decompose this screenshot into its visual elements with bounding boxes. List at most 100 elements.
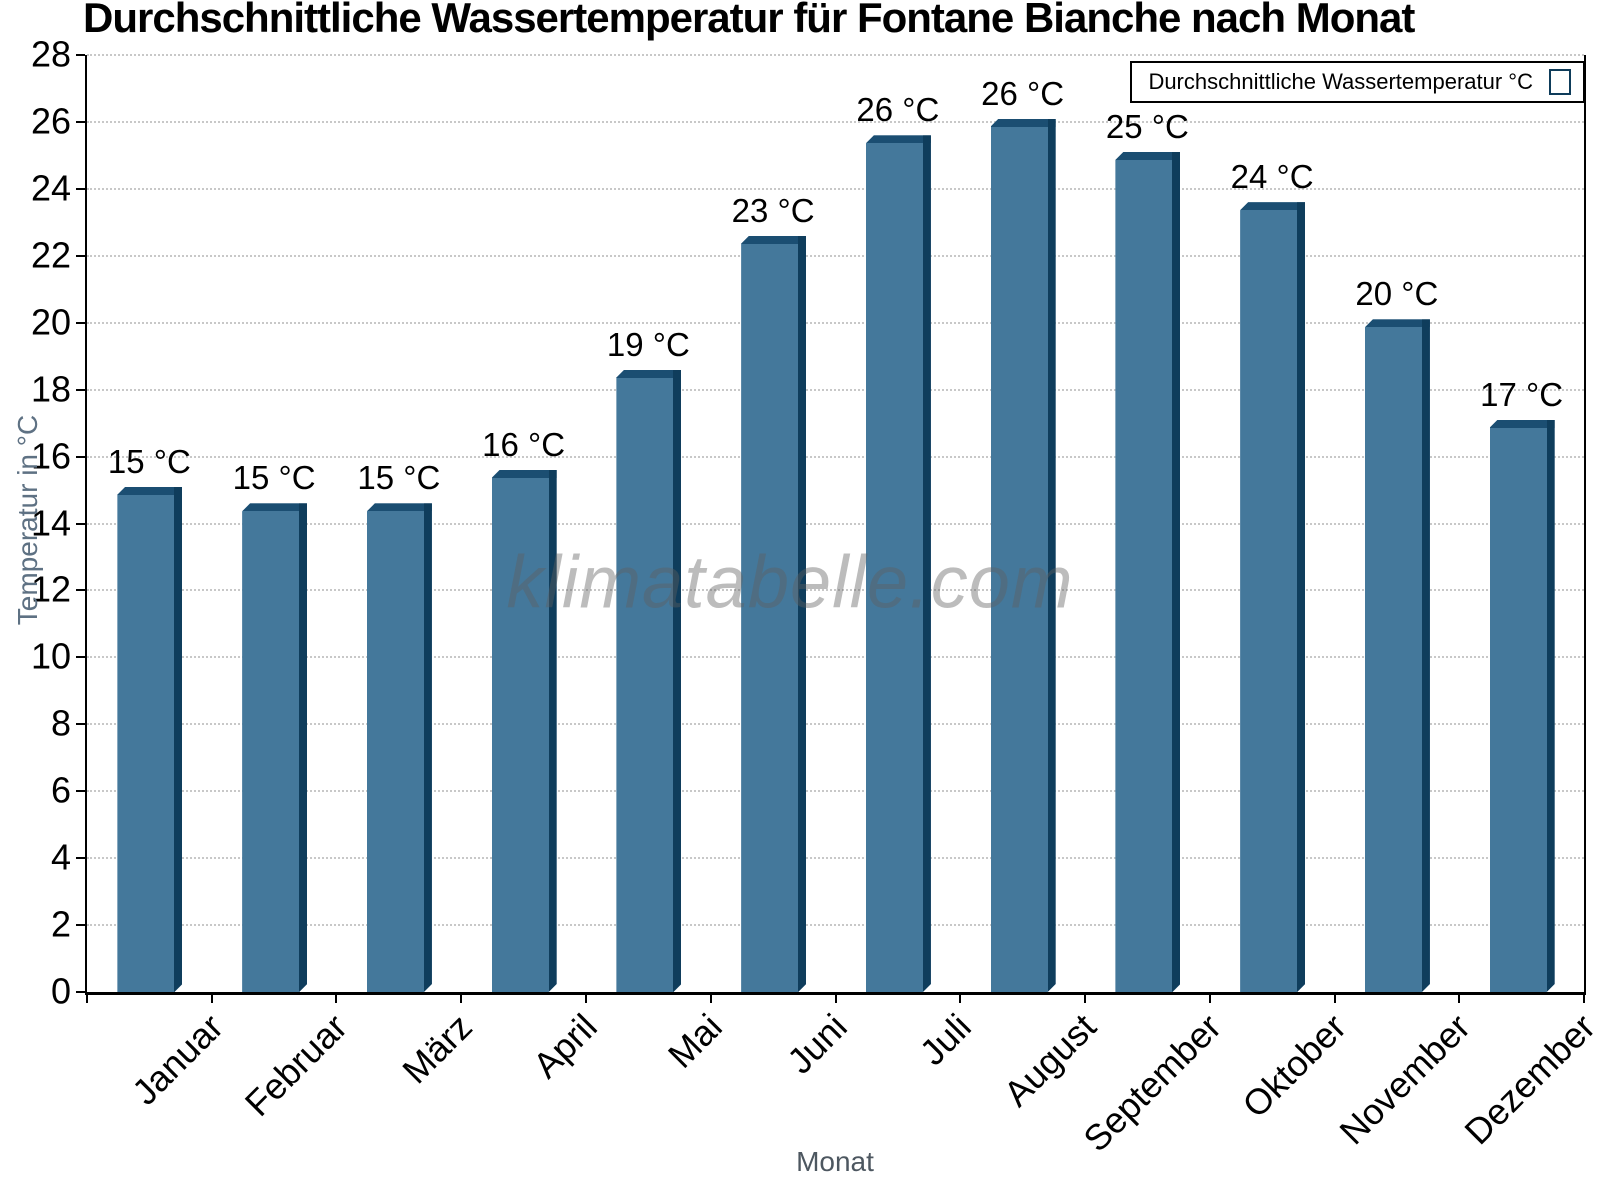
bar-top-face: [991, 119, 1056, 127]
bar-side-face: [1297, 202, 1305, 992]
gridline-y-16: [87, 455, 1584, 458]
y-axis-tick: [76, 120, 85, 123]
bar-side-face: [424, 503, 432, 992]
bar-side-face: [798, 236, 806, 992]
y-tick-label-16: 16: [30, 434, 71, 476]
y-tick-label-12: 12: [30, 568, 71, 610]
y-tick-label-10: 10: [30, 635, 71, 677]
x-tick-label-juni: Juni: [778, 1005, 855, 1082]
gridline-y-20: [87, 321, 1584, 324]
bar-top-face: [117, 487, 182, 495]
bar-oktober: [1240, 202, 1305, 992]
bar-september: [1115, 152, 1180, 992]
x-axis-tick: [1333, 992, 1336, 1003]
bar-mai: [616, 370, 681, 992]
bar-value-label-august: 26 °C: [981, 74, 1065, 112]
y-axis-tick: [76, 924, 85, 927]
bar-value-label-november: 20 °C: [1355, 275, 1439, 313]
bar-top-face: [1240, 202, 1305, 210]
y-axis-tick: [76, 857, 85, 860]
y-axis-tick: [76, 723, 85, 726]
x-tick-label-januar: Januar: [123, 1005, 231, 1113]
bar-juni: [741, 236, 806, 992]
x-tick-label-august: August: [995, 1005, 1104, 1115]
bar-value-label-januar: 15 °C: [107, 442, 191, 480]
watermark: klimatabelle.com: [506, 540, 1074, 624]
x-axis-tick: [584, 992, 587, 1003]
y-tick-label-2: 2: [50, 903, 71, 945]
y-axis-tick: [76, 54, 85, 56]
x-tick-label-maerz: März: [394, 1005, 481, 1092]
y-tick-label-20: 20: [30, 300, 71, 342]
gridline-y-2: [87, 924, 1584, 927]
bar-value-label-juli: 26 °C: [856, 91, 940, 129]
gridline-y-14: [87, 522, 1584, 525]
x-axis-tick: [1208, 992, 1211, 1003]
gridline-y-26: [87, 120, 1584, 123]
bar-side-face: [1048, 119, 1056, 992]
y-tick-label-6: 6: [50, 769, 71, 811]
bar-februar: [242, 503, 307, 992]
bar-side-face: [1422, 319, 1430, 992]
y-axis-tick: [76, 388, 85, 391]
y-axis-tick: [76, 522, 85, 525]
gridline-y-22: [87, 254, 1584, 257]
y-axis-tick: [76, 187, 85, 190]
y-tick-label-24: 24: [30, 167, 71, 209]
y-tick-label-28: 28: [30, 33, 71, 75]
y-tick-label-4: 4: [50, 836, 71, 878]
bar-value-label-dezember: 17 °C: [1480, 375, 1564, 413]
x-axis-tick: [1458, 992, 1461, 1003]
y-axis-tick: [76, 656, 85, 659]
y-axis-tick: [76, 790, 85, 793]
gridline-y-12: [87, 589, 1584, 592]
bar-side-face: [174, 487, 182, 992]
gridline-y-10: [87, 656, 1584, 659]
bar-top-face: [242, 503, 307, 511]
bar-dezember: [1490, 420, 1555, 992]
bar-top-face: [492, 470, 557, 478]
y-tick-label-14: 14: [30, 501, 71, 543]
x-axis-tick: [210, 992, 213, 1003]
legend-swatch-icon: [1549, 69, 1571, 95]
y-axis-title: Temperatur in °C: [12, 414, 43, 626]
bar-side-face: [673, 370, 681, 992]
bar-side-face: [1547, 420, 1555, 992]
bar-top-face: [866, 135, 931, 143]
x-tick-label-juli: Juli: [911, 1005, 980, 1074]
y-tick-label-18: 18: [30, 367, 71, 409]
x-tick-label-oktober: Oktober: [1233, 1005, 1354, 1126]
bar-top-face: [367, 503, 432, 511]
x-tick-label-april: April: [524, 1005, 605, 1086]
bar-juli: [866, 135, 931, 992]
bar-value-label-april: 16 °C: [482, 425, 566, 463]
gridline-y-6: [87, 790, 1584, 793]
y-axis-tick: [76, 991, 85, 993]
bar-top-face: [616, 370, 681, 378]
bar-april: [492, 470, 557, 992]
x-axis-title: Monat: [796, 1146, 874, 1177]
x-axis-tick: [834, 992, 837, 1003]
x-axis-tick: [709, 992, 712, 1003]
x-axis-tick: [1083, 992, 1086, 1003]
x-axis-tick: [335, 992, 338, 1003]
gridline-y-18: [87, 388, 1584, 391]
bar-top-face: [741, 236, 806, 244]
y-axis-tick: [76, 321, 85, 324]
y-axis-tick: [76, 455, 85, 458]
gridline-y-8: [87, 723, 1584, 726]
chart-title: Durchschnittliche Wassertemperatur für F…: [83, 0, 1415, 41]
x-tick-label-dezember: Dezember: [1456, 1005, 1600, 1153]
gridline-y-28: [87, 54, 1584, 56]
gridline-y-4: [87, 857, 1584, 860]
legend-label: Durchschnittliche Wassertemperatur °C: [1148, 69, 1533, 94]
x-axis-tick: [1583, 992, 1585, 1003]
x-tick-label-november: November: [1331, 1005, 1479, 1153]
bar-november: [1365, 319, 1430, 992]
y-tick-label-0: 0: [50, 970, 71, 1012]
x-axis-tick: [959, 992, 962, 1003]
bar-august: [991, 119, 1056, 992]
bar-value-label-maerz: 15 °C: [357, 459, 441, 497]
plot-area: 0 2 4 6 8 10 12 14 16 18 20 22 24 26 28 15 °C Januar 15 °…: [31, 36, 1600, 1160]
bar-top-face: [1115, 152, 1180, 160]
